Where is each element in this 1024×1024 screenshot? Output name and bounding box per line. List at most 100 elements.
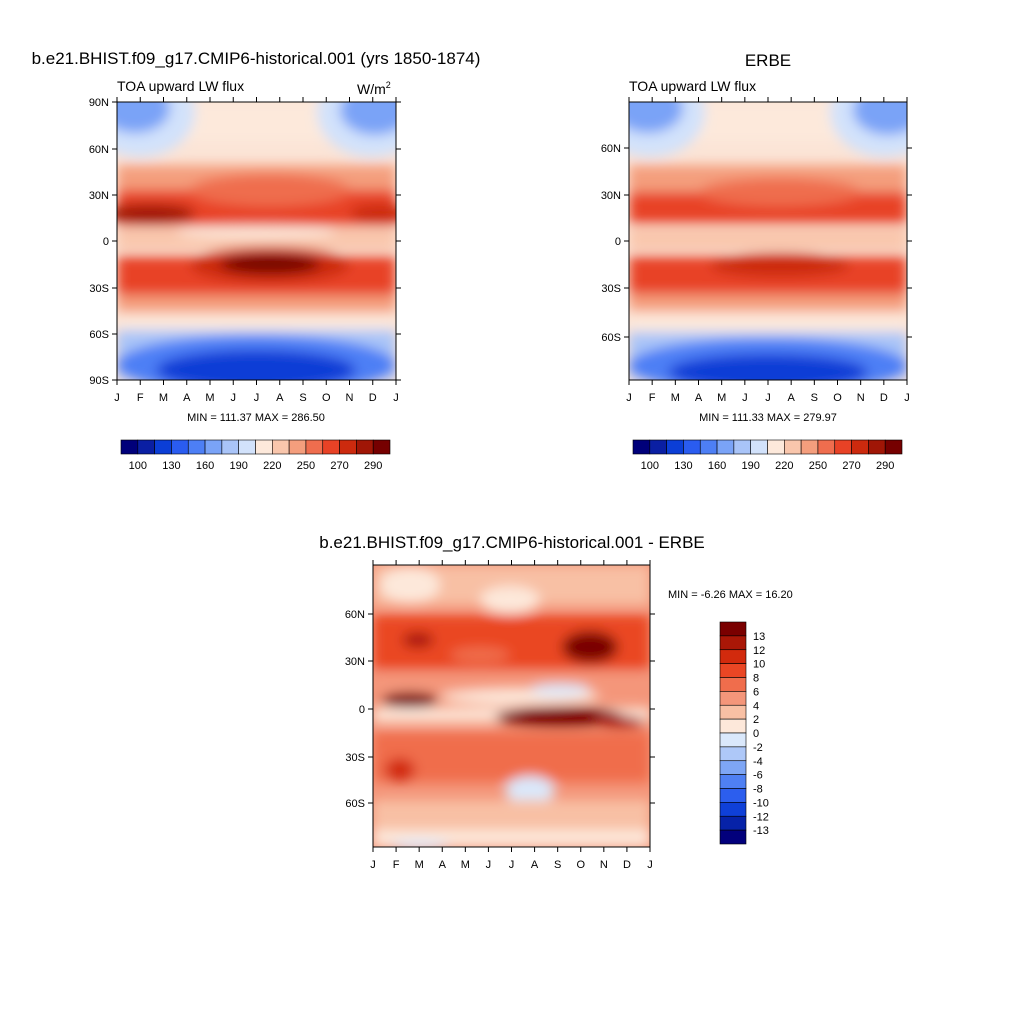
- panel-model: b.e21.BHIST.f09_g17.CMIP6-historical.001…: [32, 49, 481, 472]
- colorbar-label: 100: [129, 460, 147, 472]
- panel-diff-field: [373, 565, 650, 847]
- panel-diff: b.e21.BHIST.f09_g17.CMIP6-historical.001…: [319, 533, 793, 871]
- colorbar-label: -10: [753, 797, 769, 809]
- colorbar-label: 4: [753, 700, 759, 712]
- colorbar-label: 220: [775, 460, 793, 472]
- x-tick-label: N: [857, 392, 865, 404]
- x-tick-label: A: [695, 392, 703, 404]
- colorbar-label: 130: [674, 460, 692, 472]
- x-tick-label: D: [880, 392, 888, 404]
- x-tick-label: A: [787, 392, 795, 404]
- colorbar-box: [666, 439, 684, 455]
- panel-model-left-string: TOA upward LW flux: [117, 78, 244, 94]
- panel-model-units: W/m2: [357, 80, 391, 97]
- y-tick-label: 90S: [89, 375, 109, 387]
- colorbar-box: [719, 760, 747, 775]
- panel-model-field: [117, 102, 396, 380]
- colorbar-label: -12: [753, 811, 769, 823]
- x-tick-label: J: [254, 392, 260, 404]
- colorbar-label: 270: [842, 460, 860, 472]
- colorbar-label: 220: [263, 460, 281, 472]
- colorbar-box: [632, 439, 651, 455]
- colorbar-box: [817, 439, 836, 455]
- units-exponent: 2: [386, 80, 391, 90]
- x-tick-label: D: [623, 859, 631, 871]
- colorbar-label: 8: [753, 673, 759, 685]
- x-tick-label: S: [299, 392, 306, 404]
- colorbar-box: [171, 439, 189, 455]
- colorbar-box: [719, 621, 747, 637]
- x-tick-label: M: [461, 859, 470, 871]
- colorbar-box: [204, 439, 223, 455]
- colorbar-box: [719, 802, 747, 817]
- colorbar-box: [719, 704, 747, 720]
- panel-diff-title: b.e21.BHIST.f09_g17.CMIP6-historical.001…: [319, 533, 705, 552]
- x-tick-label: M: [205, 392, 214, 404]
- colorbar-label: 250: [297, 460, 315, 472]
- colorbar-box: [884, 439, 903, 455]
- x-tick-label: J: [742, 392, 748, 404]
- colorbar-label: -6: [753, 770, 763, 782]
- colorbar-box: [719, 663, 747, 678]
- colorbar-box: [322, 439, 340, 455]
- y-tick-label: 30N: [345, 656, 365, 668]
- y-tick-label: 60S: [345, 798, 365, 810]
- x-tick-label: J: [904, 392, 910, 404]
- colorbar-box: [719, 649, 747, 664]
- colorbar-label: 2: [753, 714, 759, 726]
- colorbar-box: [187, 439, 206, 455]
- colorbar-box: [868, 439, 886, 455]
- x-tick-label: J: [114, 392, 120, 404]
- x-tick-label: M: [159, 392, 168, 404]
- x-tick-label: J: [509, 859, 515, 871]
- x-tick-label: J: [486, 859, 492, 871]
- panel-obs-colorbar: 100 130 160 190 220 250 270 290: [632, 439, 903, 472]
- colorbar-box: [719, 829, 747, 845]
- colorbar-label: 0: [753, 728, 759, 740]
- colorbar-box: [221, 439, 239, 455]
- colorbar-box: [372, 439, 391, 455]
- colorbar-label: 13: [753, 631, 765, 643]
- panel-diff-colorbar: 13 12 10 86 4 2 0 -2 -4 -6 -8-10 -12 -13: [719, 621, 769, 845]
- y-tick-label: 30S: [345, 752, 365, 764]
- colorbar-label: 250: [809, 460, 827, 472]
- x-tick-label: N: [346, 392, 354, 404]
- colorbar-label: 12: [753, 645, 765, 657]
- colorbar-box: [699, 439, 718, 455]
- colorbar-box: [719, 788, 747, 803]
- x-tick-label: S: [554, 859, 561, 871]
- panel-model-colorbar: 100 130 160 190 220 250 270 290: [120, 439, 391, 472]
- colorbar-box: [834, 439, 852, 455]
- colorbar-box: [154, 439, 172, 455]
- colorbar-box: [733, 439, 751, 455]
- colorbar-box: [719, 677, 747, 692]
- colorbar-label: 100: [641, 460, 659, 472]
- panel-obs-field: [629, 102, 907, 380]
- colorbar-box: [305, 439, 324, 455]
- colorbar-label: 6: [753, 686, 759, 698]
- colorbar-label: 270: [330, 460, 348, 472]
- x-tick-label: J: [626, 392, 632, 404]
- panel-obs-title: ERBE: [745, 51, 791, 70]
- colorbar-label: 290: [876, 460, 894, 472]
- x-tick-label: A: [439, 859, 447, 871]
- x-tick-label: O: [833, 392, 842, 404]
- x-tick-label: M: [717, 392, 726, 404]
- panel-model-title: b.e21.BHIST.f09_g17.CMIP6-historical.001…: [32, 49, 481, 68]
- colorbar-box: [339, 439, 357, 455]
- panel-obs-y-axis: 60N 30N 0 30S 60S: [601, 143, 912, 344]
- colorbar-label: 160: [196, 460, 214, 472]
- colorbar-box: [719, 732, 747, 748]
- colorbar-label: -13: [753, 825, 769, 837]
- y-tick-label: 30S: [89, 283, 109, 295]
- x-tick-label: M: [671, 392, 680, 404]
- colorbar-label: 190: [230, 460, 248, 472]
- y-tick-label: 60S: [601, 332, 621, 344]
- colorbar-label: -4: [753, 756, 763, 768]
- y-tick-label: 0: [615, 236, 621, 248]
- x-tick-label: J: [370, 859, 376, 871]
